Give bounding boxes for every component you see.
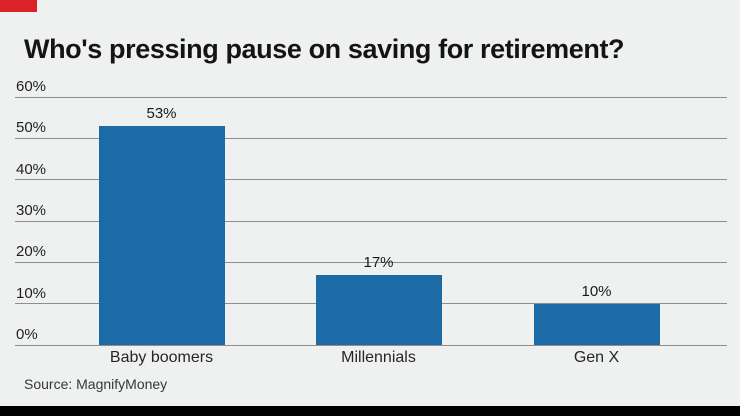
y-tick-label: 30% bbox=[16, 202, 47, 219]
bar-value-label: 53% bbox=[146, 104, 177, 122]
gridline bbox=[15, 137, 727, 139]
bar-gen-x bbox=[533, 303, 660, 345]
gridline bbox=[15, 220, 727, 222]
source-note: Source: MagnifyMoney bbox=[24, 376, 168, 392]
y-tick-label: 20% bbox=[16, 243, 47, 261]
chart-title: Who's pressing pause on saving for retir… bbox=[24, 34, 625, 65]
category-label-baby-boomers: Baby boomers bbox=[109, 349, 214, 366]
gridline bbox=[15, 179, 727, 181]
y-tick-label: 0% bbox=[16, 326, 38, 343]
category-label-gen-x: Gen X bbox=[573, 349, 620, 366]
bar-baby-boomers bbox=[98, 125, 225, 345]
gridline bbox=[15, 96, 727, 98]
footer-bar bbox=[0, 406, 740, 416]
y-tick-label: 60% bbox=[16, 78, 47, 95]
y-tick-label: 10% bbox=[16, 284, 47, 302]
bar-value-label: 17% bbox=[363, 253, 394, 271]
y-tick-label: 40% bbox=[16, 160, 47, 178]
bar-millennials bbox=[315, 274, 442, 345]
plot-area: 60% 50% 40% 30% 20% 10% 0% 53% Baby boomers 17% Mi… bbox=[15, 78, 727, 366]
gridline bbox=[15, 344, 727, 346]
gridline bbox=[15, 261, 727, 263]
brand-accent-tab bbox=[0, 0, 37, 12]
bar-value-label: 10% bbox=[581, 282, 612, 300]
y-tick-label: 50% bbox=[16, 119, 47, 137]
category-label-millennials: Millennials bbox=[341, 349, 416, 366]
